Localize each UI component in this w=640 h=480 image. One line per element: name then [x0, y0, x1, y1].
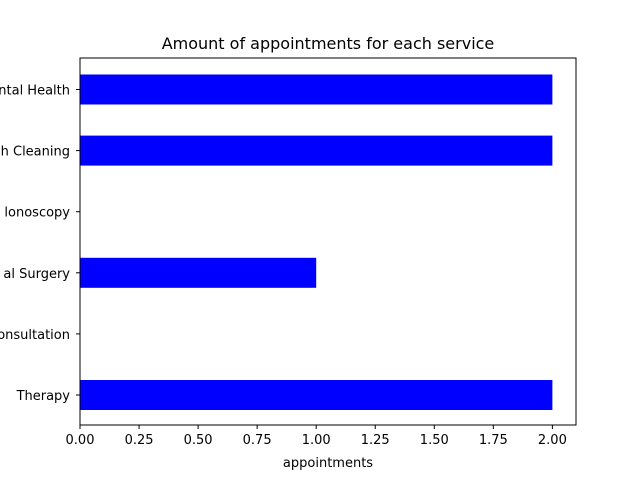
y-tick-label: onsultation	[0, 328, 70, 343]
plot-frame	[79, 57, 577, 426]
x-tick-label: 0.75	[243, 433, 272, 448]
x-tick-label: 1.00	[302, 433, 331, 448]
bar	[80, 380, 553, 410]
x-axis-ticks: 0.00 0.25 0.50 0.75 1.00 1.25 1.50 1.75 2.00	[66, 425, 567, 448]
x-axis-label: appointments	[283, 456, 373, 471]
bars-group	[80, 74, 553, 410]
x-tick-label: 1.50	[420, 433, 449, 448]
y-tick-label: h Cleaning	[1, 145, 70, 160]
x-tick-label: 2.00	[538, 433, 567, 448]
x-tick-label: 0.25	[125, 433, 154, 448]
x-tick-label: 1.75	[479, 433, 508, 448]
bar	[80, 135, 553, 166]
bar	[80, 74, 553, 105]
y-tick-label: lonoscopy	[4, 206, 70, 221]
x-tick-label: 0.00	[66, 433, 95, 448]
y-tick-label: Therapy	[16, 389, 71, 404]
x-tick-label: 1.25	[361, 433, 390, 448]
x-tick-label: 0.50	[184, 433, 213, 448]
bar	[80, 257, 317, 288]
y-tick-label: al Surgery	[3, 267, 70, 282]
chart-title: Amount of appointments for each service	[162, 34, 495, 53]
